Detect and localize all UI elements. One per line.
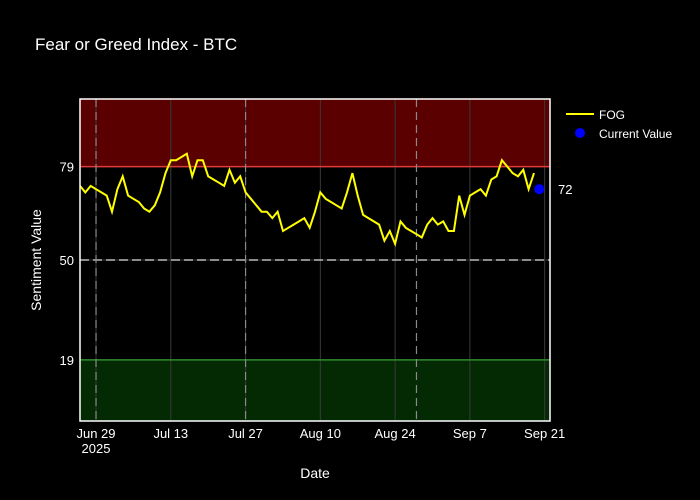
- x-tick-label: Jun 29: [76, 426, 115, 441]
- current-value-label: 72: [558, 182, 572, 197]
- current-value-point[interactable]: [534, 184, 545, 195]
- fear-zone: [80, 359, 550, 421]
- vertical-markers: [95, 99, 418, 421]
- legend-fog-label: FOG: [599, 108, 625, 122]
- x-axis-ticks: Jun 29 Jul 13 Jul 27 Aug 10 Aug 24 Sep 7 Sep 2…: [76, 426, 565, 441]
- plot-frame: [79, 98, 551, 422]
- x-tick-label: Jul 13: [153, 426, 188, 441]
- legend: FOG Current Value: [566, 108, 672, 141]
- x-tick-label: Sep 7: [453, 426, 487, 441]
- fog-series-line: [79, 152, 535, 248]
- x-tick-label: Sep 21: [524, 426, 565, 441]
- legend-current-label: Current Value: [599, 127, 672, 141]
- y-tick-label: 79: [60, 160, 74, 175]
- chart-title: Fear or Greed Index - BTC: [35, 35, 237, 54]
- y-axis-title: Sentiment Value: [28, 209, 44, 311]
- legend-item-fog[interactable]: FOG: [566, 108, 625, 122]
- plot-area: [79, 98, 551, 422]
- x-year-label: 2025: [82, 441, 111, 456]
- greed-zone: [80, 99, 550, 167]
- x-axis-title: Date: [300, 465, 330, 481]
- x-tick-label: Jul 27: [228, 426, 263, 441]
- legend-current-swatch: [575, 128, 585, 138]
- y-tick-label: 50: [60, 253, 74, 268]
- x-tick-label: Aug 10: [300, 426, 341, 441]
- y-tick-label: 19: [60, 353, 74, 368]
- y-axis-ticks: 19 50 79: [60, 160, 74, 368]
- x-tick-label: Aug 24: [375, 426, 416, 441]
- legend-item-current[interactable]: Current Value: [575, 127, 672, 141]
